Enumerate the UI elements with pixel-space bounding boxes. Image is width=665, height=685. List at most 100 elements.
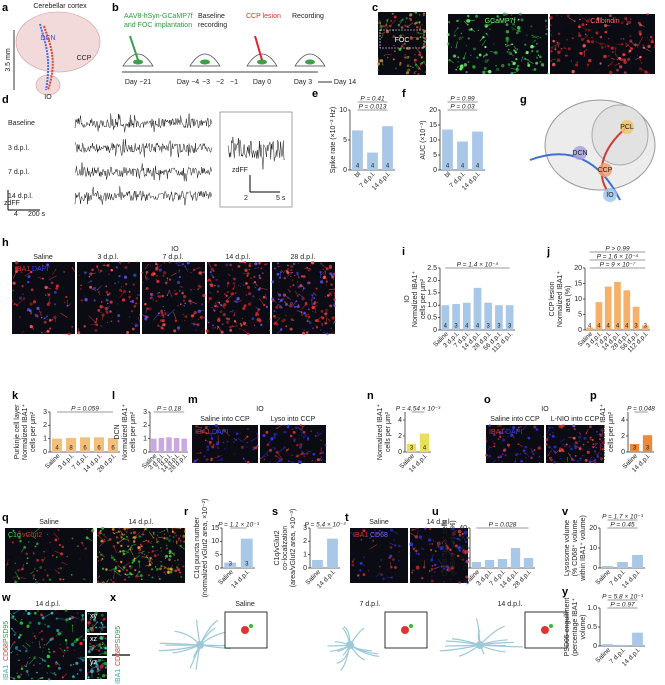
micrograph-process xyxy=(645,71,651,75)
bar xyxy=(497,559,508,568)
bar xyxy=(602,566,613,568)
micrograph-process xyxy=(638,57,643,64)
micrograph-signal xyxy=(387,51,389,53)
micrograph-process xyxy=(423,61,427,66)
p-value: P = 4.54 × 10⁻³ xyxy=(396,406,441,413)
micrograph-process xyxy=(169,552,175,554)
micrograph-signal xyxy=(330,327,332,329)
micrograph-signal xyxy=(97,580,99,583)
micrograph xyxy=(259,423,327,465)
micrograph-process xyxy=(238,261,246,264)
micrograph-signal xyxy=(536,43,538,45)
micrograph-signal xyxy=(268,448,273,452)
micrograph-signal xyxy=(229,263,233,267)
micrograph-signal xyxy=(228,325,232,329)
micrograph-process xyxy=(120,530,123,535)
micrograph-process xyxy=(453,27,459,33)
micrograph-signal xyxy=(21,618,23,621)
micrograph-signal xyxy=(157,549,158,551)
micrograph-signal xyxy=(386,26,389,29)
micrograph-signal xyxy=(103,650,108,655)
micrograph-signal xyxy=(13,641,16,644)
panel-label: IBA1 xyxy=(3,665,10,680)
micrograph-signal xyxy=(459,39,460,40)
y-tick-label: 3 xyxy=(303,525,307,532)
micrograph-signal xyxy=(550,59,552,62)
micrograph-signal xyxy=(151,558,153,560)
micrograph-signal xyxy=(71,537,74,540)
micrograph-signal xyxy=(328,319,331,322)
micrograph-process xyxy=(142,314,147,318)
y-tick-label: 10 xyxy=(459,555,467,562)
micrograph-process xyxy=(30,571,34,575)
micrograph-process xyxy=(155,278,159,282)
micrograph-signal xyxy=(608,55,610,57)
micrograph-signal xyxy=(273,310,276,313)
micrograph xyxy=(96,526,187,584)
micrograph-signal xyxy=(496,15,499,18)
micrograph-signal xyxy=(608,14,612,18)
micrograph-signal xyxy=(209,270,212,274)
micrograph-signal xyxy=(212,443,215,446)
sample-size: 4 xyxy=(356,164,360,170)
bar xyxy=(79,437,91,452)
micrograph-signal xyxy=(495,65,497,67)
micrograph-signal xyxy=(271,298,275,302)
micrograph-signal xyxy=(308,281,310,283)
micrograph-signal xyxy=(118,527,121,530)
micrograph-process xyxy=(51,269,56,276)
micrograph-signal xyxy=(98,551,101,553)
micrograph-signal xyxy=(204,316,206,319)
micrograph-process xyxy=(45,639,52,646)
y-tick-label: 2 xyxy=(43,422,47,429)
micrograph-signal xyxy=(57,529,60,532)
p-value: P = 5.8 × 10⁻³ xyxy=(602,594,644,601)
micrograph-signal xyxy=(67,332,71,336)
micrograph-signal xyxy=(24,649,28,653)
micrograph-signal xyxy=(151,576,154,579)
y-tick-label: 5 xyxy=(433,152,437,159)
micrograph-signal xyxy=(94,328,98,332)
micrograph-signal xyxy=(253,324,256,326)
micrograph-process xyxy=(12,271,17,279)
micrograph-signal xyxy=(249,262,252,265)
panel-letter: q xyxy=(2,512,9,524)
micrograph-signal xyxy=(550,50,553,53)
micrograph-signal xyxy=(162,271,167,275)
micrograph-signal xyxy=(195,329,198,331)
y-tick-label: 30 xyxy=(459,535,467,542)
micrograph-signal xyxy=(597,434,599,435)
micrograph-signal xyxy=(533,68,537,71)
micrograph-process xyxy=(160,326,163,329)
micrograph-signal xyxy=(17,675,21,679)
micrograph-signal xyxy=(153,533,155,536)
micrograph-signal xyxy=(181,292,184,295)
micrograph-signal xyxy=(535,56,539,59)
micrograph-process xyxy=(389,19,396,27)
micrograph-signal xyxy=(178,261,181,264)
micrograph-signal xyxy=(217,317,221,320)
lysosome xyxy=(401,626,409,634)
micrograph-signal xyxy=(464,560,468,564)
micrograph-signal xyxy=(493,442,496,445)
micrograph-signal xyxy=(55,287,59,290)
micrograph-signal xyxy=(424,566,426,568)
micrograph-signal xyxy=(484,32,486,34)
micrograph-signal xyxy=(157,540,159,543)
micrograph-process xyxy=(518,425,523,428)
micrograph-signal xyxy=(463,63,467,67)
micrograph-signal xyxy=(515,25,517,27)
panel-letter: c xyxy=(372,2,378,14)
micrograph-process xyxy=(283,424,289,428)
micrograph-signal xyxy=(454,544,458,548)
micrograph-signal xyxy=(595,430,598,433)
micrograph-signal xyxy=(51,554,54,557)
micrograph-signal xyxy=(246,285,251,289)
micrograph-signal xyxy=(146,287,149,290)
micrograph-process xyxy=(287,289,291,292)
micrograph-signal xyxy=(99,305,103,309)
micrograph-process xyxy=(379,530,387,534)
micrograph-signal xyxy=(107,539,109,542)
bar xyxy=(65,438,77,452)
y-tick-label: 2 xyxy=(143,422,147,429)
